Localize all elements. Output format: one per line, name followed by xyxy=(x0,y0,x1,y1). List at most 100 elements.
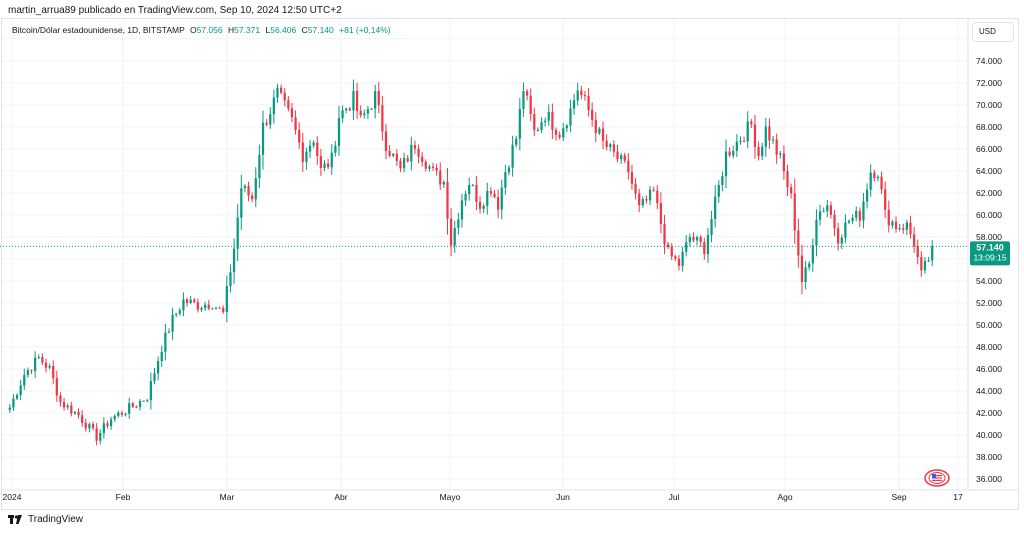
candle xyxy=(146,398,149,403)
candle xyxy=(724,139,728,189)
candle-body xyxy=(601,128,605,141)
candle xyxy=(876,175,880,182)
candle-body xyxy=(424,161,427,169)
candle-body xyxy=(91,424,95,429)
candle-body xyxy=(149,381,153,401)
candle xyxy=(847,219,851,225)
candle-body xyxy=(837,228,840,244)
candle xyxy=(931,240,934,267)
candle xyxy=(808,261,811,271)
candle-body xyxy=(789,187,793,194)
time-tick-label: Abr xyxy=(334,492,347,502)
candle xyxy=(598,127,601,136)
candle xyxy=(818,204,822,226)
close-value: 57.140 xyxy=(307,25,334,35)
price-tick-label: 46.000 xyxy=(976,364,1002,374)
candle-body xyxy=(598,128,601,134)
candle-body xyxy=(489,191,493,194)
candlestick-series xyxy=(8,79,934,446)
candle-body xyxy=(240,188,243,218)
candle xyxy=(428,164,431,172)
candle-body xyxy=(236,217,239,249)
candle-body xyxy=(120,412,124,415)
candle-body xyxy=(413,144,417,149)
candle xyxy=(312,140,315,149)
candle xyxy=(279,84,283,95)
us-flag-event-icon[interactable] xyxy=(923,469,951,492)
candle xyxy=(384,123,388,160)
candle-body xyxy=(865,189,869,202)
candle-body xyxy=(739,140,742,142)
candle xyxy=(193,297,196,304)
brand-label[interactable]: TradingView xyxy=(28,514,84,525)
candle-body xyxy=(84,422,87,429)
currency-button[interactable]: USD xyxy=(972,22,1014,42)
time-tick-label: Jun xyxy=(556,492,570,502)
candle-body xyxy=(254,178,257,200)
price-tick-label: 42.000 xyxy=(976,408,1002,418)
candle-body xyxy=(102,423,105,434)
candle-body xyxy=(811,245,814,264)
candle xyxy=(298,122,301,149)
candle-body xyxy=(175,313,178,315)
candle-body xyxy=(431,166,435,168)
candle xyxy=(91,421,95,431)
candle-body xyxy=(648,189,652,201)
candle xyxy=(366,105,370,119)
candle xyxy=(884,181,887,218)
candle-body xyxy=(692,236,695,241)
candle xyxy=(486,182,489,215)
candle xyxy=(348,106,351,112)
time-tick-label: 2024 xyxy=(3,492,22,502)
candle-body xyxy=(359,111,362,116)
candle xyxy=(290,103,294,123)
candle-body xyxy=(797,230,800,256)
price-tick-label: 36.000 xyxy=(976,474,1002,484)
candle-body xyxy=(204,304,207,309)
price-tick-label: 60.000 xyxy=(976,210,1002,220)
tradingview-logo-icon[interactable] xyxy=(8,514,24,525)
candle xyxy=(460,193,464,228)
candle-body xyxy=(569,108,572,126)
candle-body xyxy=(616,151,619,160)
candle-body xyxy=(645,199,648,201)
candle xyxy=(829,201,833,219)
candle-body xyxy=(352,90,355,111)
last-price-badge: 57.140 13:09:15 xyxy=(970,241,1010,266)
candle-body xyxy=(536,129,540,131)
candle-body xyxy=(330,152,333,168)
candle-body xyxy=(652,189,655,191)
candle-body xyxy=(124,413,127,415)
candle-body xyxy=(319,156,323,168)
candle xyxy=(894,216,898,233)
candle-body xyxy=(818,211,822,220)
candle xyxy=(750,118,753,129)
candle-body xyxy=(243,185,247,189)
candle-body xyxy=(627,160,630,173)
candle-body xyxy=(410,144,413,162)
candle xyxy=(927,257,930,263)
candle xyxy=(544,117,547,127)
candle xyxy=(468,177,471,201)
candle-body xyxy=(207,304,210,309)
candle-body xyxy=(225,286,228,313)
candle xyxy=(732,146,735,159)
candle xyxy=(109,416,113,430)
candle xyxy=(909,215,912,239)
candle-body xyxy=(468,184,471,195)
time-tick-label: Sep xyxy=(891,492,906,502)
candle xyxy=(920,251,923,277)
candle-body xyxy=(638,193,641,206)
candle-body xyxy=(421,156,424,162)
candle-body xyxy=(261,122,265,155)
candle xyxy=(840,234,843,250)
candle-body xyxy=(449,218,453,246)
candle xyxy=(113,414,116,422)
candle-body xyxy=(99,433,102,441)
candle xyxy=(243,184,247,193)
symbol-title[interactable]: Bitcoin/Dólar estadounidense, 1D, BITSTA… xyxy=(12,25,185,35)
candle-body xyxy=(301,142,304,162)
candle-body xyxy=(833,214,836,229)
candle-body xyxy=(345,108,348,111)
